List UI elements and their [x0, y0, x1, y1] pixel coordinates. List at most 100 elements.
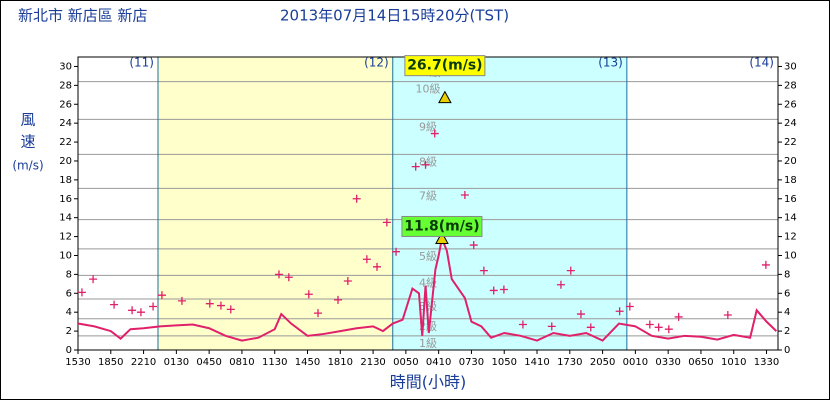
- level-label: 1級: [419, 337, 437, 350]
- x-tick-label: 0410: [426, 357, 451, 368]
- day-label: (11): [129, 56, 154, 70]
- annotation-box: [404, 55, 486, 77]
- x-tick-label: 0010: [623, 357, 648, 368]
- y2-tick-label: 6: [784, 288, 790, 299]
- y-tick-label: 30: [59, 61, 72, 72]
- gust-marker: [625, 302, 634, 311]
- gust-marker: [77, 288, 86, 297]
- y2-tick-label: 0: [784, 345, 790, 356]
- gust-marker: [314, 309, 322, 318]
- gust-marker: [343, 277, 352, 286]
- gust-marker: [392, 247, 401, 256]
- gust-marker: [352, 194, 361, 203]
- y-tick-label: 16: [59, 194, 72, 205]
- gust-marker: [136, 308, 145, 317]
- x-tick-label: 0050: [393, 357, 418, 368]
- x-tick-label: 1810: [328, 357, 353, 368]
- y2-tick-label: 22: [784, 137, 797, 148]
- gust-marker: [664, 325, 673, 334]
- y2-tick-label: 20: [784, 156, 797, 167]
- x-tick-label: 1130: [262, 357, 287, 368]
- annotation-label: 11.8(m/s): [404, 218, 479, 234]
- x-tick-label: 0730: [459, 357, 484, 368]
- x-tick-label: 2050: [590, 357, 615, 368]
- x-tick-label: 1410: [524, 357, 549, 368]
- y-tick-label: 4: [66, 307, 72, 318]
- y2-tick-label: 12: [784, 232, 797, 243]
- max-marker: [435, 231, 449, 244]
- y-axis-label: 速: [20, 133, 35, 151]
- gust-marker: [421, 160, 430, 169]
- level-label: 4級: [419, 276, 437, 289]
- gust-marker: [274, 270, 283, 279]
- x-tick-label: 1050: [492, 357, 517, 368]
- gust-marker: [149, 302, 158, 311]
- x-axis-label: 時間(小時): [390, 373, 467, 392]
- gust-marker: [362, 255, 371, 264]
- level-label: 9級: [419, 120, 437, 133]
- gust-marker: [205, 299, 214, 308]
- x-tick-label: 1850: [98, 357, 123, 368]
- x-tick-label: 1730: [557, 357, 582, 368]
- y-tick-label: 8: [66, 269, 72, 280]
- gust-marker: [499, 285, 508, 294]
- gust-marker: [566, 266, 575, 275]
- x-tick-label: 1330: [754, 357, 779, 368]
- y-tick-label: 10: [59, 250, 72, 261]
- y-tick-label: 24: [59, 118, 72, 129]
- gust-marker: [373, 262, 382, 271]
- x-tick-label: 0450: [196, 357, 221, 368]
- gust-marker: [460, 190, 469, 199]
- gust-marker: [654, 323, 663, 332]
- x-tick-label: 0650: [688, 357, 713, 368]
- gust-marker: [430, 129, 439, 138]
- y2-tick-label: 8: [784, 269, 790, 280]
- day-shade: [158, 57, 393, 350]
- y-tick-label: 18: [59, 175, 72, 186]
- x-tick-label: 1010: [721, 357, 746, 368]
- level-label: 10級: [416, 83, 441, 96]
- gust-marker: [284, 273, 293, 282]
- gust-marker: [177, 296, 186, 305]
- level-label: 5級: [419, 250, 437, 263]
- gust-marker: [216, 301, 225, 310]
- x-tick-label: 1450: [295, 357, 320, 368]
- max-annotation: 11.8(m/s): [401, 215, 483, 237]
- y2-tick-label: 18: [784, 175, 797, 186]
- y2-tick-label: 10: [784, 250, 797, 261]
- y2-tick-label: 16: [784, 194, 797, 205]
- x-tick-label: 2130: [360, 357, 385, 368]
- gust-marker: [761, 260, 770, 269]
- annotation-label: 26.7(m/s): [407, 58, 482, 74]
- gust-marker: [556, 280, 565, 289]
- gust-marker: [226, 305, 235, 314]
- gust-marker: [479, 266, 488, 275]
- y2-tick-label: 28: [784, 80, 797, 91]
- y-tick-label: 12: [59, 232, 72, 243]
- y2-tick-label: 26: [784, 99, 797, 110]
- gust-marker: [723, 311, 732, 320]
- gust-marker: [304, 290, 313, 299]
- gust-marker: [157, 291, 166, 300]
- average-line: [77, 234, 778, 342]
- day-label: (13): [598, 56, 623, 70]
- level-label: 8級: [419, 155, 437, 168]
- y-tick-label: 20: [59, 156, 72, 167]
- y-tick-label: 14: [59, 213, 72, 224]
- x-tick-label: 1530: [65, 357, 90, 368]
- datetime: 2013年07月14日15時20分(TST): [280, 7, 509, 25]
- y2-tick-label: 24: [784, 118, 797, 129]
- day-label: (14): [749, 56, 774, 70]
- day-label: (12): [364, 56, 389, 70]
- annotation-box: [401, 215, 483, 237]
- y-tick-label: 6: [66, 288, 72, 299]
- gust-marker: [469, 241, 478, 250]
- x-tick-label: 2210: [131, 357, 156, 368]
- x-tick-label: 0130: [164, 357, 189, 368]
- y2-tick-label: 2: [784, 326, 790, 337]
- gust-marker: [547, 322, 556, 331]
- y2-tick-label: 30: [784, 61, 797, 72]
- gust-marker: [382, 218, 391, 227]
- y2-tick-label: 4: [784, 307, 790, 318]
